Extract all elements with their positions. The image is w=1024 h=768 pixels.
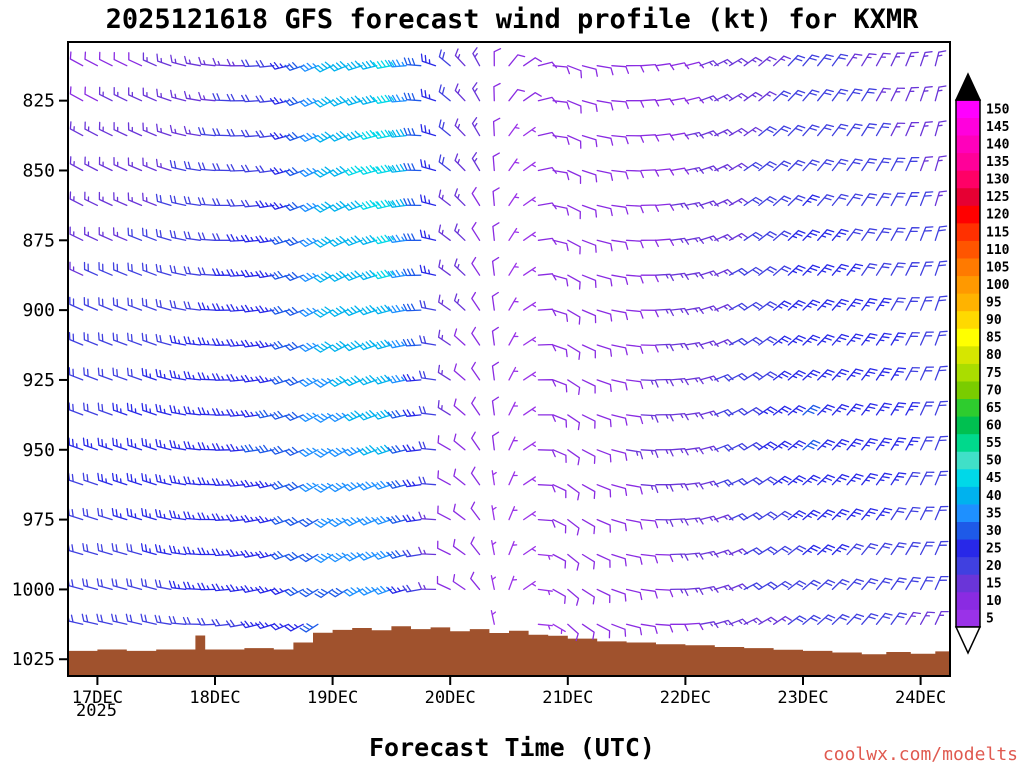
plot-border: [67, 41, 951, 677]
colorbar-tick-label: 105: [986, 260, 1009, 275]
y-tick-label: 1025: [12, 649, 55, 670]
colorbar-tick-label: 90: [986, 313, 1002, 328]
colorbar-tick-label: 70: [986, 383, 1002, 398]
x-tick-label: 21DEC: [542, 688, 593, 708]
colorbar-tick-label: 115: [986, 225, 1009, 240]
colorbar-tick-label: 15: [986, 577, 1002, 592]
colorbar-tick-label: 145: [986, 120, 1009, 135]
y-tick-label: 950: [22, 440, 55, 461]
colorbar-tick-label: 10: [986, 594, 1002, 609]
colorbar-tick-label: 95: [986, 296, 1002, 311]
colorbar-tick-label: 80: [986, 348, 1002, 363]
axes: 825 850 875 900 925 950 975 1000 1025 17DEC 18DEC 1…: [12, 91, 947, 708]
x-axis-title: Forecast Time (UTC): [369, 733, 655, 762]
colorbar-tick-label: 45: [986, 471, 1002, 486]
colorbar-tick-label: 100: [986, 278, 1010, 293]
y-tick-label: 900: [22, 300, 55, 321]
colorbar-tick-label: 30: [986, 524, 1002, 539]
colorbar-tick-label: 50: [986, 454, 1002, 469]
chart-title: 2025121618 GFS forecast wind profile (kt…: [105, 4, 919, 35]
wind-barb-field: [68, 47, 950, 642]
x-tick-label: 17DEC: [72, 688, 123, 708]
colorbar-tick-label: 85: [986, 331, 1002, 346]
terrain-profile: [68, 626, 950, 676]
colorbar-tick-label: 25: [986, 541, 1002, 556]
x-tick-label: 19DEC: [307, 688, 358, 708]
y-tick-label: 875: [22, 230, 55, 251]
colorbar-tick-label: 5: [986, 612, 994, 627]
colorbar-tick-label: 125: [986, 190, 1009, 205]
x-tick-label: 22DEC: [660, 688, 711, 708]
colorbar: 5 10 15 20 25 30 35 40 45 50 55 60 65 70 75 80 85 90 95 100…: [954, 72, 1010, 655]
year-label: 2025: [76, 701, 117, 721]
x-tick-label: 24DEC: [895, 688, 946, 708]
colorbar-tick-label: 150: [986, 102, 1010, 117]
y-tick-label: 975: [22, 510, 55, 531]
colorbar-over-arrow: [954, 72, 982, 101]
colorbar-under-arrow: [954, 626, 982, 655]
y-tick-label: 1000: [12, 579, 55, 600]
colorbar-tick-label: 35: [986, 506, 1002, 521]
y-tick-label: 850: [22, 160, 55, 181]
colorbar-tick-label: 75: [986, 366, 1002, 381]
colorbar-tick-label: 40: [986, 489, 1002, 504]
colorbar-tick-label: 140: [986, 137, 1010, 152]
colorbar-tick-label: 110: [986, 243, 1010, 258]
colorbar-tick-label: 20: [986, 559, 1002, 574]
x-tick-label: 18DEC: [189, 688, 240, 708]
colorbar-tick-label: 60: [986, 418, 1002, 433]
colorbar-tick-label: 130: [986, 173, 1010, 188]
y-tick-label: 825: [22, 91, 55, 112]
x-tick-label: 20DEC: [425, 688, 476, 708]
colorbar-tick-label: 135: [986, 155, 1009, 170]
y-tick-label: 925: [22, 370, 55, 391]
colorbar-tick-label: 65: [986, 401, 1002, 416]
x-tick-label: 23DEC: [777, 688, 828, 708]
colorbar-tick-label: 120: [986, 208, 1010, 223]
colorbar-tick-label: 55: [986, 436, 1002, 451]
watermark-link[interactable]: coolwx.com/modelts: [822, 744, 1018, 765]
plot-area: [68, 47, 950, 676]
